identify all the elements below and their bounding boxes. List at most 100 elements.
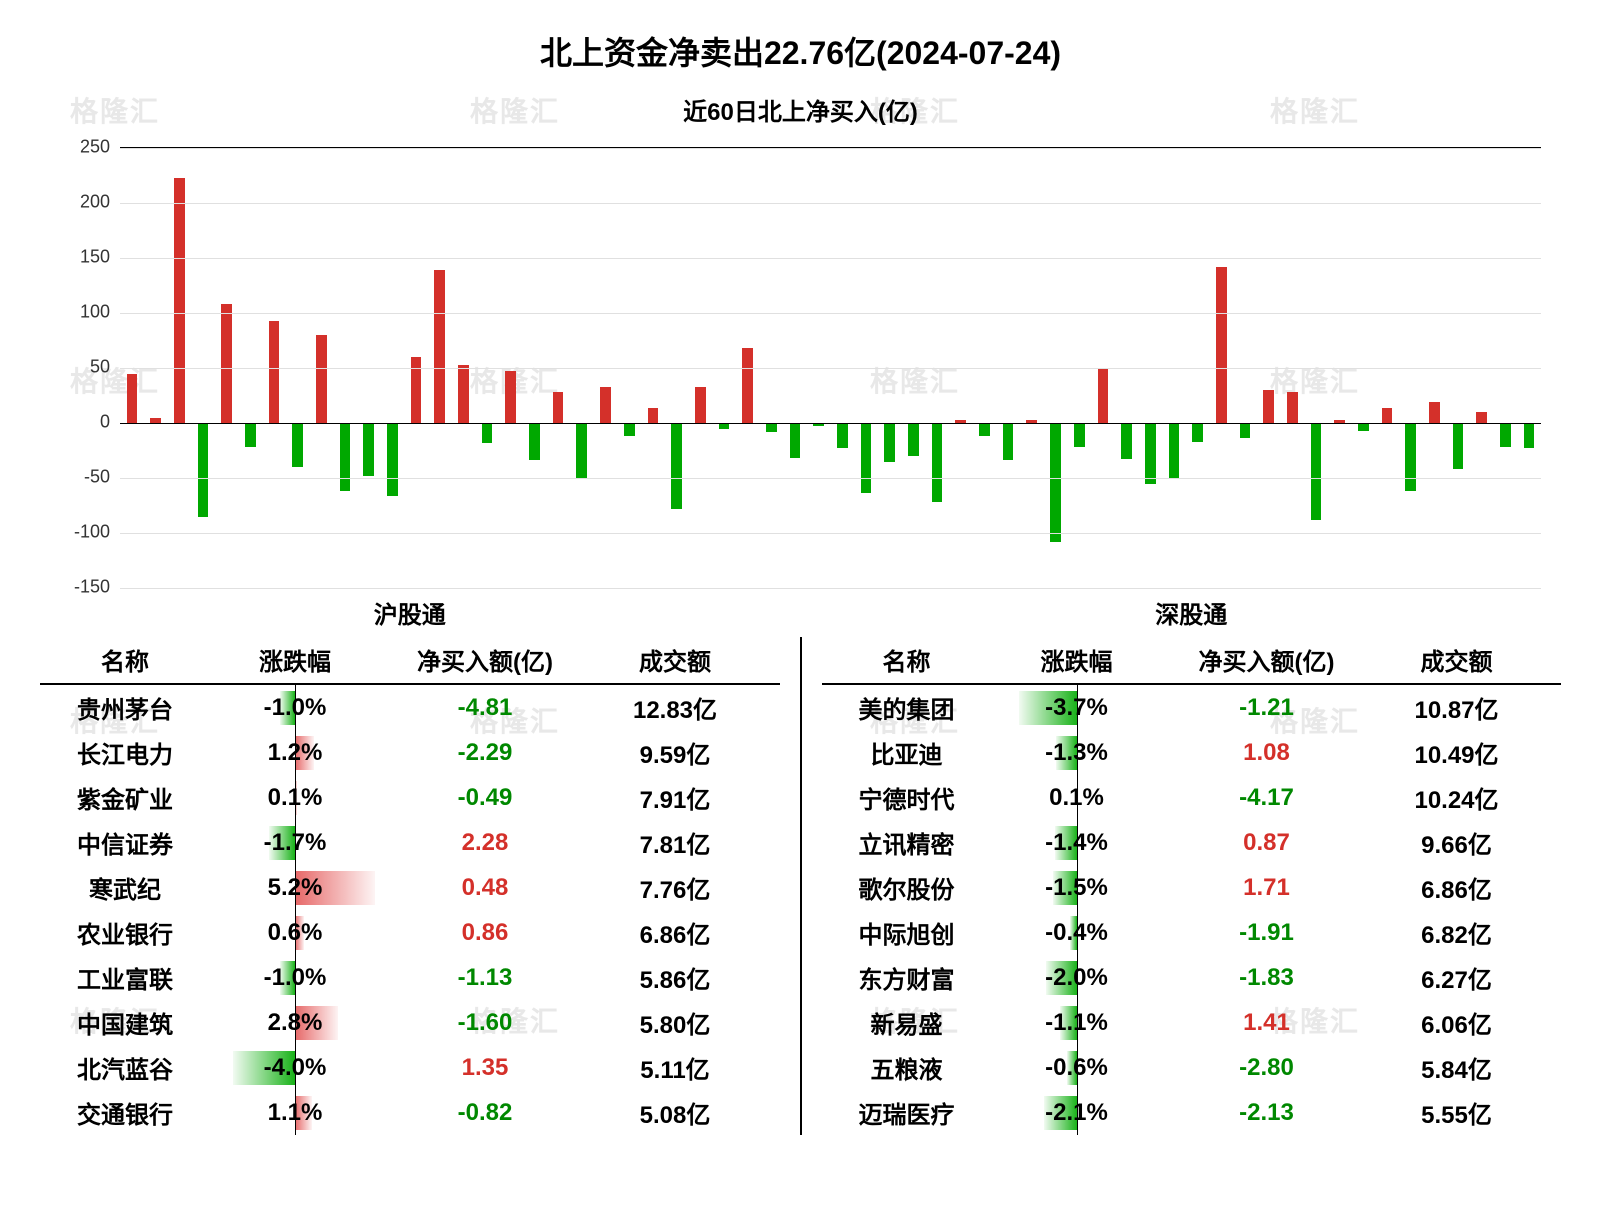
cell-volume: 5.84亿 — [1372, 1050, 1542, 1085]
bar — [1074, 423, 1085, 447]
header-net: 净买入额(亿) — [380, 642, 590, 677]
bar — [1098, 369, 1109, 423]
bar — [1405, 423, 1416, 491]
bar — [908, 423, 919, 456]
bar — [482, 423, 493, 443]
bar — [340, 423, 351, 491]
cell-net: -1.91 — [1162, 919, 1372, 947]
bar — [648, 408, 659, 423]
table-row: 中信证券-1.7%2.287.81亿 — [40, 820, 780, 865]
cell-change: 2.8% — [210, 1006, 380, 1040]
cell-name: 农业银行 — [40, 915, 210, 950]
bar — [1358, 423, 1369, 431]
table-row: 迈瑞医疗-2.1%-2.135.55亿 — [822, 1090, 1562, 1135]
table-row: 美的集团-3.7%-1.2110.87亿 — [822, 685, 1562, 730]
plot-area — [120, 147, 1541, 587]
cell-net: -0.82 — [380, 1099, 590, 1127]
bar — [1003, 423, 1014, 460]
bar — [127, 374, 138, 424]
cell-change: 0.1% — [210, 781, 380, 815]
bar — [221, 304, 232, 423]
bar — [292, 423, 303, 467]
cell-net: 2.28 — [380, 829, 590, 857]
cell-volume: 7.76亿 — [590, 870, 760, 905]
table-row: 紫金矿业0.1%-0.497.91亿 — [40, 775, 780, 820]
table-row: 立讯精密-1.4%0.879.66亿 — [822, 820, 1562, 865]
bar — [1050, 423, 1061, 542]
cell-name: 东方财富 — [822, 960, 992, 995]
bar — [861, 423, 872, 493]
cell-volume: 10.87亿 — [1372, 690, 1542, 725]
bar — [884, 423, 895, 462]
cell-volume: 10.49亿 — [1372, 735, 1542, 770]
bar — [1169, 423, 1180, 478]
bar — [198, 423, 209, 517]
cell-change: -1.0% — [210, 691, 380, 725]
cell-name: 美的集团 — [822, 690, 992, 725]
bar — [1240, 423, 1251, 438]
cell-name: 新易盛 — [822, 1005, 992, 1040]
table-row: 比亚迪-1.3%1.0810.49亿 — [822, 730, 1562, 775]
bar — [387, 423, 398, 496]
bar — [1311, 423, 1322, 520]
table-row: 交通银行1.1%-0.825.08亿 — [40, 1090, 780, 1135]
bar — [979, 423, 990, 436]
cell-change: -1.0% — [210, 961, 380, 995]
cell-net: -1.21 — [1162, 694, 1372, 722]
bar — [411, 357, 422, 423]
bar — [624, 423, 635, 436]
change-text: 0.6% — [268, 919, 323, 947]
zero-line — [120, 423, 1541, 424]
bar — [1287, 392, 1298, 423]
change-text: 1.1% — [268, 1099, 323, 1127]
bar — [553, 392, 564, 423]
table-row: 五粮液-0.6%-2.805.84亿 — [822, 1045, 1562, 1090]
bar — [1524, 423, 1535, 448]
cell-name: 歌尔股份 — [822, 870, 992, 905]
cell-volume: 7.91亿 — [590, 780, 760, 815]
bar-chart: -150-100-50050100150200250 — [120, 147, 1541, 587]
left-table-rows: 贵州茅台-1.0%-4.8112.83亿长江电力1.2%-2.299.59亿紫金… — [40, 685, 780, 1135]
cell-net: 0.48 — [380, 874, 590, 902]
change-text: -2.1% — [1045, 1099, 1108, 1127]
change-text: 0.1% — [1049, 784, 1104, 812]
change-text: -1.5% — [1045, 874, 1108, 902]
bar — [695, 387, 706, 423]
cell-name: 紫金矿业 — [40, 780, 210, 815]
chart-subtitle: 近60日北上净买入(亿) — [0, 74, 1601, 127]
cell-net: -1.83 — [1162, 964, 1372, 992]
cell-change: 0.1% — [992, 781, 1162, 815]
cell-net: 1.08 — [1162, 739, 1372, 767]
bar — [1453, 423, 1464, 469]
header-volume: 成交额 — [590, 642, 760, 677]
gridline — [120, 203, 1541, 204]
cell-change: -2.0% — [992, 961, 1162, 995]
change-text: -1.0% — [264, 964, 327, 992]
table-row: 贵州茅台-1.0%-4.8112.83亿 — [40, 685, 780, 730]
cell-volume: 10.24亿 — [1372, 780, 1542, 815]
cell-volume: 5.55亿 — [1372, 1095, 1542, 1130]
bar — [932, 423, 943, 502]
cell-net: -1.13 — [380, 964, 590, 992]
change-text: 0.1% — [268, 784, 323, 812]
bar — [1382, 408, 1393, 423]
cell-volume: 5.80亿 — [590, 1005, 760, 1040]
cell-change: -1.7% — [210, 826, 380, 860]
y-tick-label: 50 — [50, 357, 110, 378]
header-volume: 成交额 — [1372, 642, 1542, 677]
change-text: 2.8% — [268, 1009, 323, 1037]
table-row: 北汽蓝谷-4.0%1.355.11亿 — [40, 1045, 780, 1090]
table-row: 寒武纪5.2%0.487.76亿 — [40, 865, 780, 910]
right-table-rows: 美的集团-3.7%-1.2110.87亿比亚迪-1.3%1.0810.49亿宁德… — [822, 685, 1562, 1135]
cell-volume: 12.83亿 — [590, 690, 760, 725]
change-text: -1.3% — [1045, 739, 1108, 767]
change-text: -1.1% — [1045, 1009, 1108, 1037]
tables-container: 沪股通 名称 涨跌幅 净买入额(亿) 成交额 贵州茅台-1.0%-4.8112.… — [40, 587, 1561, 1135]
bar — [316, 335, 327, 423]
cell-change: -1.4% — [992, 826, 1162, 860]
table-row: 长江电力1.2%-2.299.59亿 — [40, 730, 780, 775]
gridline — [120, 368, 1541, 369]
cell-change: 1.1% — [210, 1096, 380, 1130]
cell-change: 1.2% — [210, 736, 380, 770]
cell-change: 5.2% — [210, 871, 380, 905]
